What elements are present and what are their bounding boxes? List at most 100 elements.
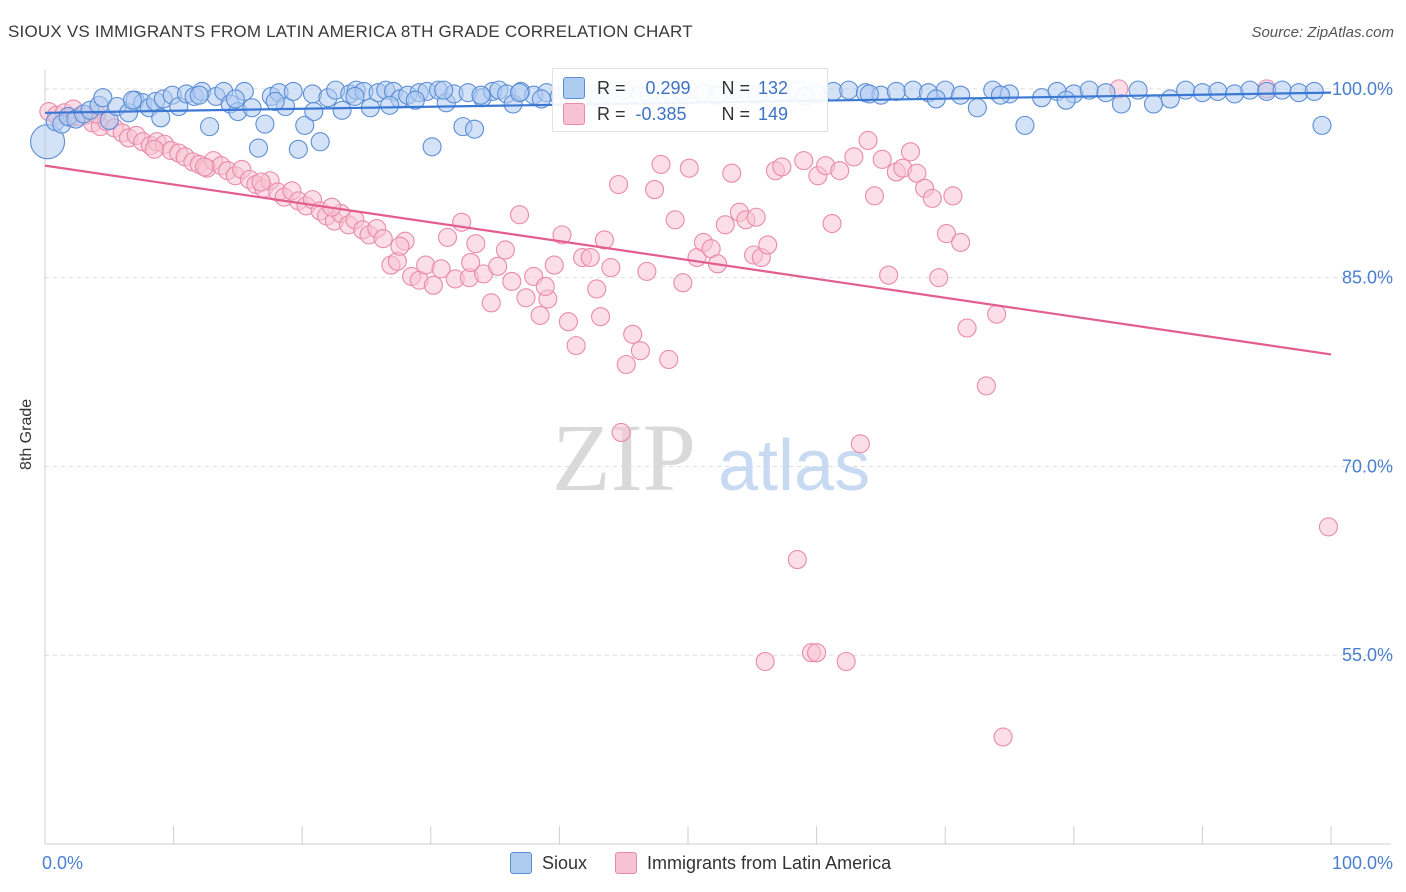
sioux-point — [288, 139, 308, 159]
latin-point — [900, 142, 921, 162]
latin-point — [611, 422, 631, 443]
latin-point — [794, 151, 814, 171]
latin-point — [807, 643, 827, 663]
latin-point — [591, 307, 611, 327]
latin-point — [601, 258, 621, 278]
latin-point — [679, 158, 699, 178]
latin-point — [580, 247, 600, 268]
sioux-point — [951, 85, 971, 105]
source-label: Source: ZipAtlas.com — [1251, 24, 1394, 41]
latin-point — [850, 434, 870, 454]
n-label: N = — [721, 77, 751, 98]
latin-point — [864, 186, 885, 206]
latin-point — [943, 186, 963, 206]
latin-america-points — [39, 79, 1338, 747]
latin-point — [516, 288, 536, 308]
sioux-point — [151, 108, 171, 128]
sioux-point — [332, 100, 352, 120]
x-tick-label: 100.0% — [1332, 853, 1393, 873]
sioux-point — [1015, 115, 1035, 135]
watermark-atlas: atlas — [718, 426, 870, 506]
latin-point — [423, 275, 443, 295]
sioux-point — [283, 81, 303, 101]
r-value: -0.385 — [635, 103, 687, 124]
legend-label-latin: Immigrants from Latin America — [647, 852, 892, 873]
n-value: 149 — [758, 103, 789, 124]
latin-point — [535, 276, 555, 297]
sioux-point — [248, 138, 269, 158]
x-tick-label: 0.0% — [42, 853, 83, 873]
sioux-point — [531, 89, 551, 109]
stats-row-sioux: R = 0.299 N = 132 — [563, 76, 788, 100]
latin-point — [251, 172, 271, 192]
latin-point — [858, 130, 878, 151]
sioux-point — [1143, 94, 1164, 114]
latin-point — [987, 304, 1007, 324]
latin-point — [495, 240, 515, 260]
y-tick-label: 55.0% — [1342, 645, 1393, 665]
latin-point — [936, 224, 957, 244]
stats-legend-box: R = 0.299 N = 132 R = -0.385 N = 149 — [552, 68, 828, 132]
watermark-zip: ZIP — [552, 404, 696, 511]
sioux-point — [1096, 83, 1116, 103]
latin-point — [758, 235, 778, 255]
chart-title: SIOUX VS IMMIGRANTS FROM LATIN AMERICA 8… — [8, 22, 693, 41]
sioux-point — [434, 80, 454, 100]
sioux-point — [380, 95, 400, 115]
sioux-point — [422, 137, 442, 157]
n-label: N = — [721, 103, 751, 124]
latin-point — [651, 154, 671, 174]
y-tick-label: 85.0% — [1342, 268, 1393, 288]
latin-point — [530, 305, 550, 325]
sioux-point — [471, 85, 491, 105]
latin-point — [144, 139, 164, 159]
latin-point — [594, 230, 614, 250]
sioux-point — [345, 86, 365, 106]
latin-point — [929, 268, 949, 288]
latin-point — [488, 256, 508, 276]
latin-point — [830, 161, 850, 181]
sioux-point — [859, 84, 879, 104]
sioux-point — [295, 115, 315, 135]
sioux-point — [1111, 94, 1131, 114]
latin-point — [659, 349, 679, 370]
sioux-point — [405, 90, 425, 110]
latin-point — [844, 147, 864, 167]
sioux-point — [509, 83, 530, 103]
sioux-point — [242, 98, 262, 118]
latin-point — [481, 293, 501, 313]
latin-point — [836, 651, 856, 672]
latin-point — [957, 318, 977, 338]
sioux-point — [967, 98, 987, 118]
legend-label-sioux: Sioux — [542, 852, 588, 873]
tick-labels: 55.0% 70.0% 85.0% 100.0% 0.0% 100.0% — [42, 79, 1393, 873]
latin-point — [437, 227, 458, 247]
latin-trend-line — [44, 164, 1332, 356]
latin-point — [787, 550, 807, 570]
latin-point — [665, 210, 685, 230]
latin-point — [907, 163, 927, 183]
sioux-point — [93, 88, 113, 108]
latin-point — [993, 727, 1013, 747]
sioux-point — [265, 91, 285, 112]
legend-item-sioux[interactable]: Sioux — [510, 852, 587, 874]
legend-item-latin[interactable]: Immigrants from Latin America — [615, 852, 891, 874]
sioux-point — [1056, 90, 1076, 110]
y-tick-label: 70.0% — [1342, 456, 1393, 476]
sioux-point — [1272, 80, 1292, 100]
sioux-swatch — [563, 77, 585, 99]
latin-point — [1318, 517, 1338, 537]
latin-point — [637, 261, 657, 281]
latin-point — [466, 234, 486, 254]
sioux-point — [839, 80, 859, 100]
axes — [44, 70, 1391, 845]
latin-point — [722, 163, 742, 183]
sioux-point — [1176, 80, 1196, 100]
latin-point — [623, 324, 643, 344]
latin-swatch — [563, 103, 585, 125]
latin-point — [558, 312, 578, 332]
latin-point — [587, 279, 607, 299]
latin-point — [755, 651, 775, 672]
sioux-point — [225, 89, 245, 109]
latin-point — [431, 259, 451, 279]
